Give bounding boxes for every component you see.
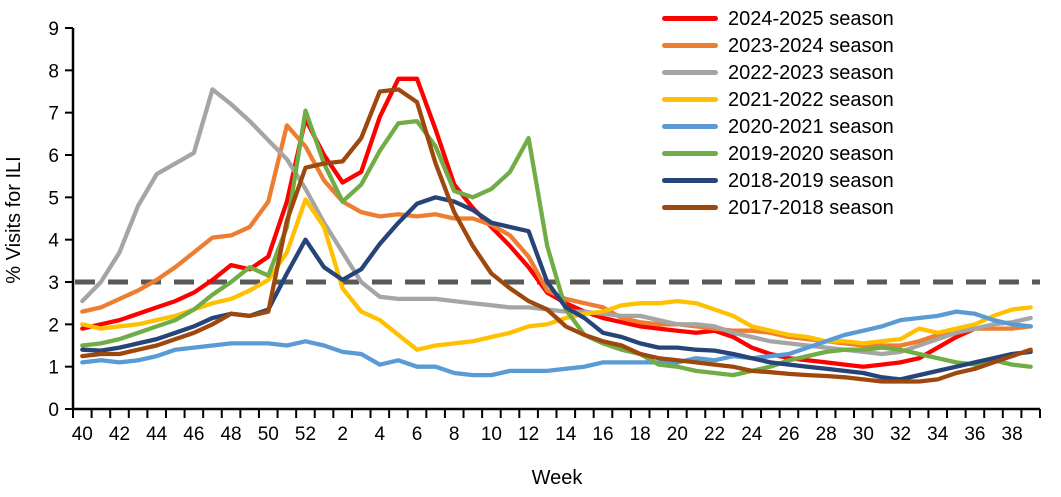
legend-label: 2020-2021 season: [728, 115, 894, 138]
x-tick-label: 30: [853, 424, 874, 445]
legend-line-swatch: [662, 69, 718, 76]
x-tick-label: 40: [72, 424, 93, 445]
legend-label: 2024-2025 season: [728, 7, 894, 30]
x-tick-label: 2: [337, 424, 348, 445]
x-tick-label: 16: [592, 424, 613, 445]
legend-label: 2022-2023 season: [728, 61, 894, 84]
legend-item-2018-2019-season: 2018-2019 season: [662, 167, 894, 194]
legend-line-swatch: [662, 123, 718, 130]
legend-label: 2019-2020 season: [728, 142, 894, 165]
x-tick-label: 4: [375, 424, 386, 445]
x-axis-title: Week: [532, 467, 584, 489]
x-tick-label: 36: [964, 424, 985, 445]
y-tick-label: 1: [48, 358, 59, 379]
legend-label: 2021-2022 season: [728, 88, 894, 111]
series-lines: [80, 76, 1033, 384]
legend-item-2022-2023-season: 2022-2023 season: [662, 59, 894, 86]
series-line-2022-2023-season: [80, 87, 1033, 357]
legend-item-2024-2025-season: 2024-2025 season: [662, 5, 894, 32]
legend-label: 2017-2018 season: [728, 196, 894, 219]
y-tick-label: 2: [48, 315, 59, 336]
x-tick-label: 10: [481, 424, 502, 445]
x-tick-label: 32: [890, 424, 911, 445]
x-tick-label: 18: [630, 424, 651, 445]
x-tick-label: 42: [109, 424, 130, 445]
y-tick-label: 7: [48, 104, 59, 125]
x-tick-label: 50: [258, 424, 279, 445]
x-tick-label: 48: [220, 424, 241, 445]
y-tick-label: 5: [48, 188, 59, 209]
legend-item-2023-2024-season: 2023-2024 season: [662, 32, 894, 59]
legend-line-swatch: [662, 150, 718, 157]
x-tick-label: 28: [816, 424, 837, 445]
x-tick-label: 14: [555, 424, 577, 445]
y-tick-label: 4: [48, 231, 59, 252]
x-tick-label: 24: [741, 424, 763, 445]
legend-line-swatch: [662, 96, 718, 103]
legend-line-swatch: [662, 177, 718, 184]
x-tick-label: 38: [1002, 424, 1023, 445]
x-tick-label: 34: [927, 424, 949, 445]
legend-label: 2018-2019 season: [728, 169, 894, 192]
y-axis-title: % Visits for ILI: [3, 156, 25, 283]
y-tick-label: 0: [48, 400, 59, 421]
legend: 2024-2025 season 2023-2024 season 2022-202…: [662, 5, 894, 221]
y-tick-label: 6: [48, 146, 59, 167]
series-line-2024-2025-season: [80, 76, 978, 369]
series-line-2021-2022-season: [80, 197, 1033, 352]
y-tick-label: 9: [48, 19, 59, 40]
legend-label: 2023-2024 season: [728, 34, 894, 57]
legend-line-swatch: [662, 15, 718, 22]
x-tick-label: 44: [146, 424, 168, 445]
x-tick-label: 22: [704, 424, 725, 445]
legend-line-swatch: [662, 42, 718, 49]
x-tick-label: 52: [295, 424, 316, 445]
x-tick-label: 12: [518, 424, 539, 445]
legend-line-swatch: [662, 204, 718, 211]
series-line-2020-2021-season: [80, 309, 1033, 378]
x-tick-label: 20: [667, 424, 688, 445]
x-tick-label: 8: [449, 424, 460, 445]
y-tick-label: 3: [48, 273, 59, 294]
y-tick-label: 8: [48, 61, 59, 82]
legend-item-2017-2018-season: 2017-2018 season: [662, 194, 894, 221]
x-tick-label: 46: [183, 424, 204, 445]
x-tick-label: 6: [412, 424, 423, 445]
legend-item-2021-2022-season: 2021-2022 season: [662, 86, 894, 113]
x-tick-label: 26: [778, 424, 799, 445]
legend-item-2020-2021-season: 2020-2021 season: [662, 113, 894, 140]
series-line-2017-2018-season: [80, 87, 1033, 384]
series-line-2019-2020-season: [80, 108, 1033, 378]
legend-item-2019-2020-season: 2019-2020 season: [662, 140, 894, 167]
